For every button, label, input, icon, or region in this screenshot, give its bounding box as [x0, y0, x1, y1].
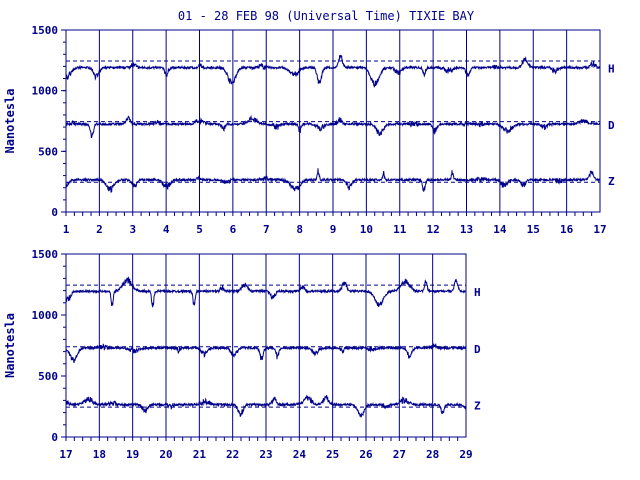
- x-tick-label: 21: [193, 448, 207, 461]
- chart-title: 01 - 28 FEB 98 (Universal Time) TIXIE BA…: [178, 9, 475, 23]
- x-tick-label: 6: [230, 223, 237, 236]
- y-tick-label: 500: [38, 145, 58, 158]
- series-line-d: [65, 343, 467, 363]
- x-tick-label: 13: [460, 223, 473, 236]
- y-tick-label: 1000: [32, 309, 59, 322]
- x-tick-label: 15: [527, 223, 540, 236]
- series-label-d: D: [608, 119, 615, 132]
- x-tick-label: 19: [126, 448, 139, 461]
- x-tick-label: 1: [63, 223, 70, 236]
- x-tick-label: 8: [296, 223, 303, 236]
- x-tick-label: 25: [326, 448, 339, 461]
- x-tick-label: 17: [59, 448, 72, 461]
- series-line-h: [65, 54, 601, 88]
- y-tick-label: 1500: [32, 24, 59, 37]
- x-tick-label: 5: [196, 223, 203, 236]
- y-tick-label: 500: [38, 370, 58, 383]
- y-tick-label: 0: [51, 206, 58, 219]
- x-tick-label: 23: [259, 448, 272, 461]
- y-axis-label: Nanotesla: [3, 88, 17, 153]
- panel-1: 1 2 3 4 5 6 7 8 9 10 11 12 13 14 15 16 17050010001500Nan…: [3, 24, 615, 236]
- series-line-d: [65, 114, 601, 138]
- series-label-z: Z: [608, 175, 615, 188]
- x-tick-label: 24: [293, 448, 307, 461]
- series-label-h: H: [474, 286, 481, 299]
- x-tick-label: 9: [330, 223, 337, 236]
- panels: 1 2 3 4 5 6 7 8 9 10 11 12 13 14 15 16 17050010001500Nan…: [3, 24, 615, 461]
- y-tick-label: 1500: [32, 248, 59, 261]
- x-tick-label: 28: [426, 448, 439, 461]
- x-tick-label: 4: [163, 223, 170, 236]
- x-tick-label: 29: [459, 448, 472, 461]
- series-label-d: D: [474, 343, 481, 356]
- x-tick-label: 26: [359, 448, 373, 461]
- series-label-h: H: [608, 63, 615, 76]
- x-tick-label: 7: [263, 223, 270, 236]
- y-tick-label: 0: [51, 431, 58, 444]
- panel-2: 17 18 19 20 21 22 23 24 25 26 27 28 29 0 500 1000 1500 Na…: [3, 248, 481, 461]
- x-tick-label: 16: [560, 223, 574, 236]
- series-label-z: Z: [474, 400, 481, 413]
- x-tick-label: 18: [93, 448, 106, 461]
- series-line-z: [65, 394, 467, 418]
- x-tick-label: 22: [226, 448, 239, 461]
- x-tick-label: 27: [393, 448, 406, 461]
- x-tick-label: 2: [96, 223, 103, 236]
- x-tick-label: 14: [493, 223, 507, 236]
- x-tick-label: 3: [129, 223, 136, 236]
- x-tick-label: 20: [159, 448, 172, 461]
- x-tick-label: 11: [393, 223, 407, 236]
- y-axis-label: Nanotesla: [3, 313, 17, 378]
- series-line-z: [65, 168, 601, 193]
- series-line-h: [65, 276, 466, 308]
- x-tick-label: 10: [360, 223, 373, 236]
- y-tick-label: 1000: [32, 85, 59, 98]
- x-tick-label: 17: [593, 223, 606, 236]
- x-tick-label: 12: [427, 223, 440, 236]
